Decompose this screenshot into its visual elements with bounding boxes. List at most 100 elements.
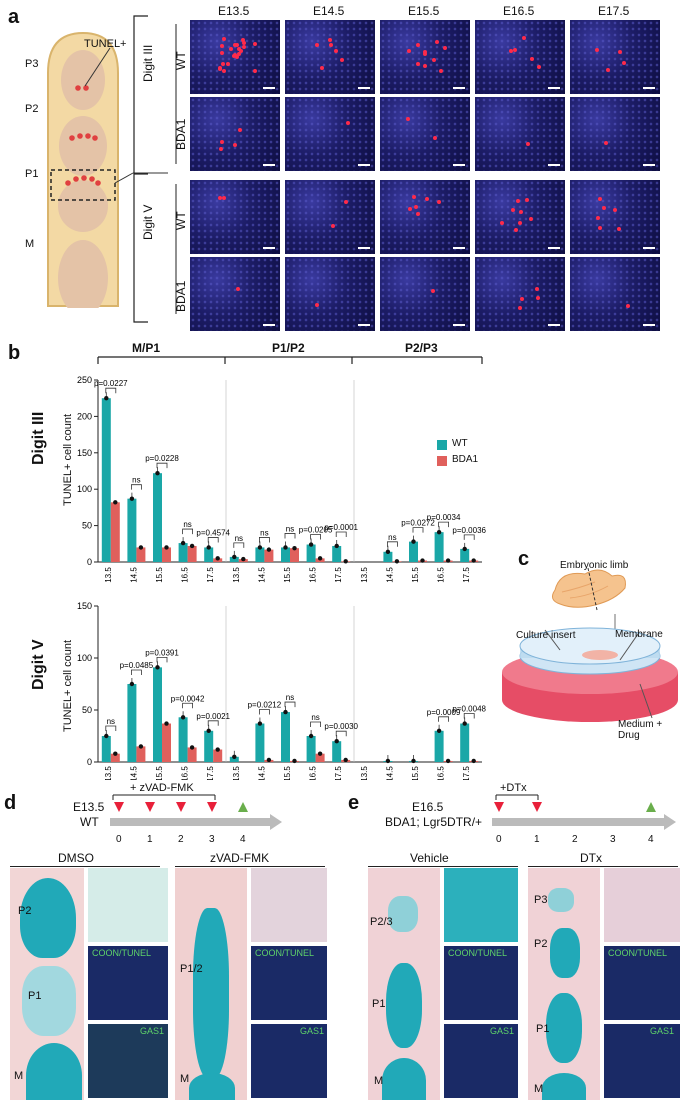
data-point xyxy=(266,757,272,763)
bar-bda1 xyxy=(136,746,146,762)
cartoon-p3: P3 xyxy=(25,58,39,70)
x-tick-label: 13.5 xyxy=(104,567,113,583)
e-vehicle-stain1: COON/TUNEL xyxy=(448,948,508,958)
data-point xyxy=(113,500,118,505)
bar-wt xyxy=(101,398,111,562)
significance-bracket xyxy=(284,701,296,708)
tunel-tile xyxy=(570,180,660,254)
significance-bracket xyxy=(105,387,117,394)
e-day0: 0 xyxy=(496,834,502,845)
x-tick-label: 16.5 xyxy=(309,567,318,583)
bar-bda1 xyxy=(187,747,197,762)
tunel-dot xyxy=(602,205,607,210)
significance-label: ns xyxy=(286,693,294,702)
y-tick-label: 100 xyxy=(77,653,92,663)
d-treatment: + zVAD-FMK xyxy=(130,782,194,794)
tunel-dot xyxy=(415,61,420,66)
x-tick-label: 15.5 xyxy=(283,766,292,780)
tunel-dot xyxy=(219,43,224,48)
tunel-dot xyxy=(416,212,421,217)
scale-bar xyxy=(358,164,370,166)
tunel-dot xyxy=(439,68,444,73)
significance-bracket xyxy=(233,542,245,548)
data-point xyxy=(436,728,442,733)
data-point xyxy=(343,559,348,564)
significance-label: ns xyxy=(388,533,396,542)
data-point xyxy=(189,745,195,750)
tunel-dot xyxy=(436,199,441,204)
significance-label: p=0.0021 xyxy=(196,712,230,721)
tunel-dot xyxy=(229,47,234,52)
section-p1p2: P1/P2 xyxy=(272,341,305,355)
data-point xyxy=(334,739,339,744)
age-e15: E15.5 xyxy=(408,4,440,18)
significance-bracket xyxy=(182,528,194,535)
significance-bracket xyxy=(105,725,117,731)
tunel-dot xyxy=(595,47,600,52)
significance-label: ns xyxy=(235,534,243,543)
embryonic-limb-label: Embryonic limb xyxy=(560,560,629,571)
bar-wt xyxy=(204,730,214,762)
x-tick-label: 17.5 xyxy=(334,567,343,583)
tunel-dot xyxy=(238,128,243,133)
tunel-tile xyxy=(570,97,660,171)
tunel-dot xyxy=(221,62,226,67)
scale-bar xyxy=(643,324,655,326)
tunel-dot xyxy=(218,146,223,151)
panel-a-label: a xyxy=(8,6,20,28)
tunel-dot xyxy=(510,207,515,212)
bar-wt xyxy=(306,544,316,562)
tunel-dot xyxy=(524,198,529,203)
significance-bracket xyxy=(463,534,475,540)
scale-bar xyxy=(453,247,465,249)
tunel-dot xyxy=(626,304,631,309)
d-dmso-tunel xyxy=(88,946,168,1020)
tunel-dot xyxy=(604,141,609,146)
data-point xyxy=(215,747,220,752)
e-day3: 3 xyxy=(610,834,616,845)
x-tick-label: 15.5 xyxy=(155,766,164,780)
bar-wt xyxy=(409,541,418,562)
x-tick-label: 14.5 xyxy=(129,567,138,583)
scale-bar xyxy=(548,87,560,89)
data-point xyxy=(462,546,467,552)
d-timeline xyxy=(110,794,282,830)
e-cond-dtx: DTx xyxy=(580,851,602,865)
x-tick-label: 13.5 xyxy=(232,766,241,780)
d-dmso-m: M xyxy=(14,1070,24,1082)
tunel-dot xyxy=(513,227,518,232)
bar-bda1 xyxy=(213,749,223,762)
x-tick-label: 13.5 xyxy=(360,567,369,583)
data-point xyxy=(257,545,263,550)
x-tick-label: 17.5 xyxy=(462,766,471,780)
tunel-dot xyxy=(618,50,623,55)
data-point xyxy=(215,556,220,561)
scale-bar xyxy=(548,324,560,326)
significance-label: ns xyxy=(132,476,140,485)
significance-label: ns xyxy=(311,713,319,722)
data-point xyxy=(180,540,186,546)
y-tick-label: 0 xyxy=(87,557,92,567)
significance-label: p=0.0391 xyxy=(145,648,179,657)
x-tick-label: 17.5 xyxy=(334,766,343,780)
tunel-dot xyxy=(232,43,237,48)
tunel-dot xyxy=(518,220,523,225)
bar-wt xyxy=(281,547,290,562)
e-dtx-p1: P1 xyxy=(536,1023,550,1035)
x-tick-label: 16.5 xyxy=(437,766,446,780)
tunel-dot xyxy=(319,65,324,70)
membrane-label: Membrane xyxy=(615,629,663,640)
significance-bracket xyxy=(438,521,450,528)
data-point xyxy=(180,715,186,720)
e-dtx-stain2: GAS1 xyxy=(650,1026,675,1036)
significance-bracket xyxy=(207,720,219,726)
data-point xyxy=(113,751,118,756)
e-dtx-gas1 xyxy=(604,1024,680,1098)
data-point xyxy=(232,754,237,759)
bar-bda1 xyxy=(162,723,171,762)
scale-bar xyxy=(453,87,465,89)
tunel-tile xyxy=(570,20,660,94)
tunel-dot xyxy=(218,67,223,72)
d-dmso-section xyxy=(10,868,84,1100)
data-point xyxy=(292,545,297,551)
